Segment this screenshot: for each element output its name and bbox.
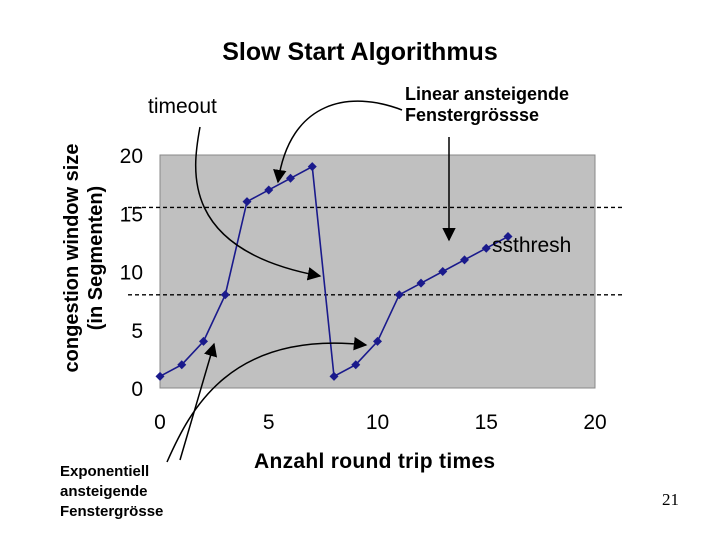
- data-point: [503, 232, 513, 242]
- exponential-arrow-upper: [179, 342, 218, 461]
- y-tick-labels: 0 5 10 15 20: [120, 145, 143, 401]
- y-tick-label: 20: [120, 145, 143, 168]
- data-point: [264, 185, 274, 195]
- y-tick-label: 10: [120, 262, 143, 285]
- timeout-annotation: timeout: [148, 95, 217, 118]
- exponential-growth-line2: ansteigende: [60, 483, 148, 500]
- x-tick-labels: 0 5 10 15 20: [154, 411, 607, 434]
- data-point: [373, 336, 382, 346]
- plot-area: [159, 154, 596, 389]
- x-tick-label: 0: [154, 411, 166, 434]
- data-point: [242, 197, 252, 207]
- data-point: [351, 360, 361, 370]
- data-point: [460, 255, 469, 265]
- y-tick-label: 5: [131, 320, 143, 343]
- ssthresh-lines: [128, 206, 622, 296]
- data-point: [177, 360, 187, 370]
- data-point: [438, 267, 448, 276]
- data-point: [481, 243, 491, 253]
- x-tick-label: 10: [366, 411, 389, 434]
- linear-growth-annotation: Linear ansteigende Fenstergrössse: [405, 84, 569, 126]
- exponential-growth-line1: Exponentiell: [60, 463, 150, 480]
- linear-arrow-left: [273, 100, 403, 184]
- data-point: [307, 162, 317, 172]
- chart-title: Slow Start Algorithmus: [222, 38, 498, 66]
- data-point: [394, 290, 404, 300]
- timeout-arrow: [194, 126, 322, 281]
- annotation-arrows: [166, 100, 456, 463]
- exponential-growth-annotation: Exponentiell ansteigende Fenstergrösse: [60, 462, 163, 522]
- x-tick-label: 20: [583, 411, 606, 434]
- ssthresh-label: ssthresh: [492, 234, 571, 257]
- page-number: 21: [662, 490, 679, 509]
- linear-growth-line1: Linear ansteigende: [405, 84, 570, 104]
- y-tick-label: 15: [120, 203, 143, 226]
- x-tick-label: 15: [475, 411, 498, 434]
- data-point: [329, 371, 339, 381]
- data-point: [155, 371, 165, 381]
- data-point: [220, 290, 230, 300]
- exponential-arrow-lower: [166, 336, 368, 463]
- exponential-growth-line3: Fenstergrösse: [60, 503, 164, 520]
- data-point: [286, 173, 295, 183]
- x-tick-label: 5: [263, 411, 275, 434]
- x-axis-label: Anzahl round trip times: [254, 450, 496, 473]
- data-point: [416, 278, 426, 288]
- y-tick-label: 0: [131, 378, 143, 401]
- linear-growth-line2: Fenstergrössse: [405, 105, 540, 125]
